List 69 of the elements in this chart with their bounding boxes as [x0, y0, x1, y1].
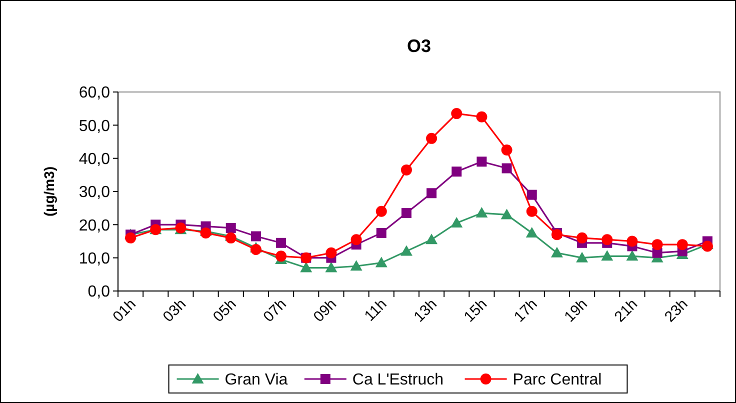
point	[125, 232, 136, 244]
y-tick-label: 40,0	[78, 150, 110, 168]
chart-title: O3	[406, 36, 432, 56]
point	[526, 190, 537, 200]
point	[325, 262, 338, 272]
point	[551, 229, 562, 240]
y-tick-label: 20,0	[78, 217, 110, 234]
point	[526, 206, 538, 217]
point	[626, 250, 638, 261]
y-tick-label: 10,0	[78, 250, 110, 268]
point	[500, 208, 513, 220]
point	[576, 252, 588, 262]
point	[225, 232, 236, 244]
point	[350, 234, 362, 246]
point	[250, 231, 261, 242]
y-tick-label: 30,0	[78, 184, 110, 202]
point	[375, 256, 388, 268]
y-tick-label: 50,0	[78, 118, 110, 135]
point	[476, 207, 488, 218]
point	[452, 166, 462, 177]
point	[350, 260, 362, 271]
point	[676, 239, 688, 250]
point	[702, 240, 713, 252]
point	[526, 226, 538, 238]
point	[426, 234, 438, 244]
point	[626, 236, 638, 247]
x-tick-label: 01h	[110, 296, 140, 326]
point	[451, 108, 462, 120]
point	[326, 247, 337, 258]
point	[300, 262, 312, 272]
x-tick-label: 23h	[661, 296, 692, 326]
point	[276, 238, 286, 248]
point	[376, 228, 386, 238]
point	[501, 144, 512, 156]
point	[250, 244, 262, 256]
point	[376, 206, 387, 217]
point	[576, 232, 588, 244]
point	[550, 246, 563, 258]
point	[426, 188, 437, 198]
x-tick-label: 07h	[260, 296, 290, 326]
point	[450, 217, 463, 228]
point	[276, 250, 287, 262]
point	[502, 163, 512, 174]
x-tick-label: 09h	[310, 296, 340, 326]
y-axis-title: (µg/m3)	[41, 166, 57, 217]
x-tick-label: 19h	[561, 296, 591, 326]
point	[426, 132, 438, 144]
x-tick-label: 05h	[210, 296, 240, 326]
legend-label: Ca L'Estruch	[352, 372, 444, 389]
legend-label: Parc Central	[512, 372, 602, 389]
point	[401, 208, 412, 218]
point	[476, 156, 487, 167]
legend-label: Gran Via	[224, 372, 288, 389]
x-tick-label: 15h	[460, 296, 491, 326]
point	[226, 222, 236, 233]
y-tick-label: 60,0	[78, 84, 110, 102]
point	[200, 227, 212, 238]
point	[602, 234, 613, 246]
point	[400, 245, 412, 256]
point	[652, 239, 663, 250]
point	[476, 111, 488, 122]
point	[601, 250, 614, 261]
x-tick-label: 13h	[410, 296, 440, 326]
point	[400, 164, 412, 176]
x-tick-label: 11h	[361, 296, 390, 325]
x-tick-label: 17h	[510, 296, 541, 326]
x-tick-label: 03h	[160, 296, 190, 326]
x-tick-label: 21h	[611, 296, 642, 326]
y-tick-label: 0,0	[88, 284, 110, 301]
